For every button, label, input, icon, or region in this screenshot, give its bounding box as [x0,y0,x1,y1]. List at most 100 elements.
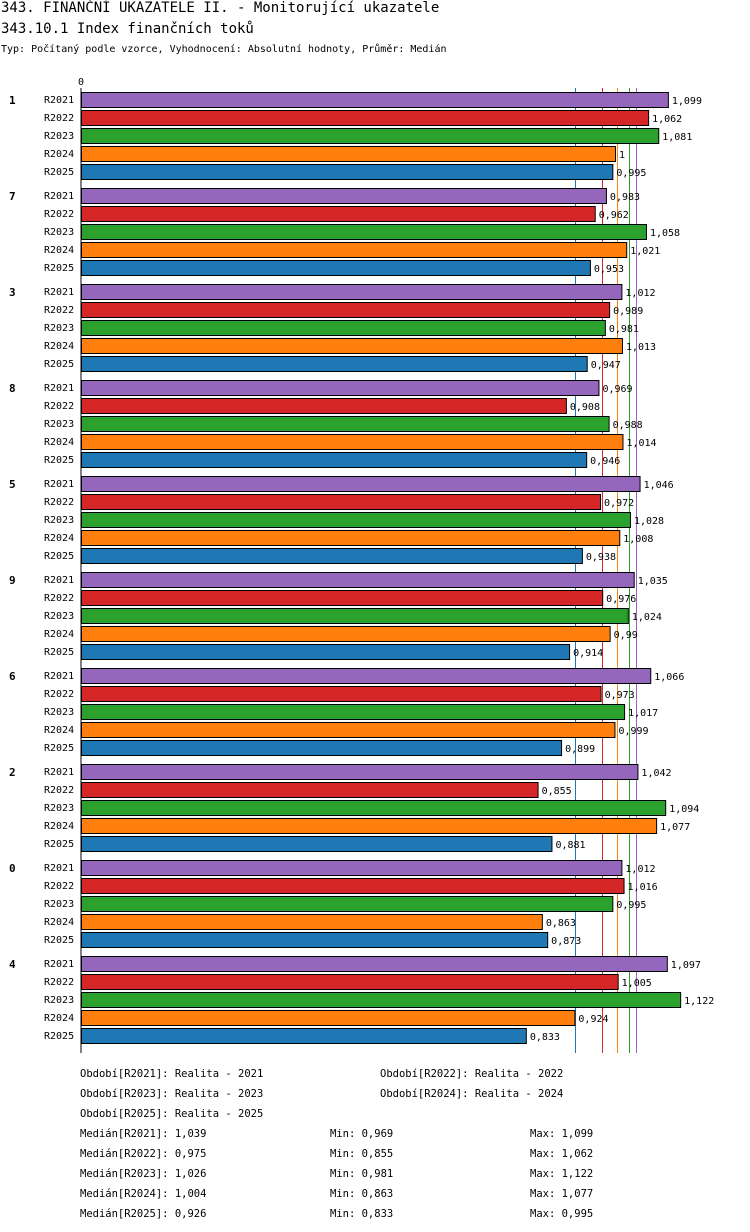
bar-6-r2021 [81,668,652,684]
bar-value-label: 0,981 [609,324,639,335]
bar-9-r2023 [81,608,629,624]
bar-category-label: R2021 [44,95,74,106]
bar-4-r2023 [81,992,682,1008]
bar-value-label: 1,035 [638,576,668,587]
bar-9-r2025 [81,644,571,660]
bar-value-label: 0,953 [594,264,624,275]
bar-value-label: 1,077 [660,822,690,833]
legend-max-r2023: Max: 1,122 [530,1168,594,1180]
group-label-4: 4 [9,958,16,971]
bar-category-label: R2022 [44,881,74,892]
legend-median-r2024: Medián[R2024]: 1,004 [80,1188,207,1200]
bar-chart: 0 1 R2021 1,099 R2022 1,062 R2023 1,081 R2024 1 R2… [9,77,714,1053]
legend-max-r2025: Max: 0,995 [530,1208,594,1220]
bar-category-label: R2024 [44,629,74,640]
bar-7-r2022 [81,206,596,222]
bar-value-label: 0,863 [546,918,576,929]
bar-category-label: R2023 [44,419,74,430]
group-label-6: 6 [9,670,16,683]
bar-category-label: R2022 [44,785,74,796]
legend-period-r2022: Období[R2022]: Realita - 2022 [380,1068,564,1080]
bar-2-r2022 [81,782,539,798]
bar-value-label: 1,016 [628,882,658,893]
legend-min-r2023: Min: 0,981 [330,1168,394,1180]
bar-value-label: 1,024 [632,612,662,623]
bar-value-label: 0,881 [555,840,585,851]
bar-value-label: 0,833 [530,1032,560,1043]
legend-period-r2025: Období[R2025]: Realita - 2025 [80,1108,264,1120]
group-label-1: 1 [9,94,16,107]
bar-3-r2024 [81,338,623,354]
bar-category-label: R2022 [44,689,74,700]
bar-category-label: R2024 [44,149,74,160]
bar-category-label: R2021 [44,575,74,586]
bar-category-label: R2025 [44,1031,74,1042]
bar-8-r2021 [81,380,600,396]
bar-value-label: 0,908 [570,402,600,413]
bar-category-label: R2023 [44,323,74,334]
bar-value-label: 1,046 [644,480,674,491]
bar-7-r2025 [81,260,591,276]
bar-value-label: 0,988 [613,420,643,431]
group-label-7: 7 [9,190,16,203]
bar-3-r2023 [81,320,606,336]
bar-5-r2024 [81,530,621,546]
bar-category-label: R2025 [44,839,74,850]
legend-min-r2021: Min: 0,969 [330,1128,394,1140]
bar-value-label: 1,021 [630,246,660,257]
bar-category-label: R2025 [44,935,74,946]
bar-8-r2023 [81,416,610,432]
legend-median-r2025: Medián[R2025]: 0,926 [80,1208,207,1220]
bar-3-r2021 [81,284,623,300]
bar-category-label: R2023 [44,611,74,622]
bar-category-label: R2021 [44,671,74,682]
bar-value-label: 1,013 [626,342,656,353]
bar-6-r2022 [81,686,602,702]
group-label-9: 9 [9,574,16,587]
bar-category-label: R2021 [44,767,74,778]
bar-category-label: R2022 [44,593,74,604]
bar-category-label: R2023 [44,995,74,1006]
bar-2-r2023 [81,800,667,816]
bar-1-r2022 [81,110,650,126]
bar-category-label: R2023 [44,131,74,142]
bar-5-r2022 [81,494,602,510]
bar-6-r2025 [81,740,563,756]
bar-category-label: R2025 [44,455,74,466]
bar-4-r2025 [81,1028,527,1044]
bar-value-label: 0,899 [565,744,595,755]
bar-5-r2025 [81,548,583,564]
bar-category-label: R2025 [44,359,74,370]
bar-7-r2021 [81,188,607,204]
chart-type-description: Typ: Počítaný podle vzorce, Vyhodnocení:… [1,44,447,55]
bar-value-label: 1,012 [625,864,655,875]
bar-value-label: 0,962 [599,210,629,221]
bar-value-label: 0,873 [551,936,581,947]
legend-median-r2022: Medián[R2022]: 0,975 [80,1148,207,1160]
bar-category-label: R2022 [44,977,74,988]
bar-value-label: 1,005 [622,978,652,989]
bar-2-r2021 [81,764,639,780]
bar-category-label: R2023 [44,515,74,526]
bar-value-label: 1,122 [684,996,714,1007]
group-label-2: 2 [9,766,16,779]
bar-9-r2021 [81,572,635,588]
bar-value-label: 1,094 [669,804,699,815]
bar-category-label: R2025 [44,167,74,178]
bar-category-label: R2022 [44,401,74,412]
bar-8-r2024 [81,434,624,450]
bar-9-r2022 [81,590,604,606]
bar-category-label: R2021 [44,479,74,490]
legend-period-r2023: Období[R2023]: Realita - 2023 [80,1088,264,1100]
bar-category-label: R2025 [44,263,74,274]
bar-0-r2022 [81,878,625,894]
bar-9-r2024 [81,626,611,642]
bar-value-label: 0,973 [605,690,635,701]
bar-6-r2023 [81,704,626,720]
bar-0-r2024 [81,914,543,930]
bar-value-label: 0,995 [616,900,646,911]
group-label-8: 8 [9,382,16,395]
bar-0-r2021 [81,860,623,876]
bar-value-label: 0,938 [586,552,616,563]
bar-category-label: R2023 [44,707,74,718]
